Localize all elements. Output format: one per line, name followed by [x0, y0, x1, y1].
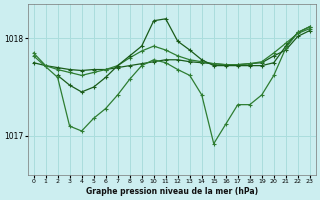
X-axis label: Graphe pression niveau de la mer (hPa): Graphe pression niveau de la mer (hPa) — [86, 187, 258, 196]
